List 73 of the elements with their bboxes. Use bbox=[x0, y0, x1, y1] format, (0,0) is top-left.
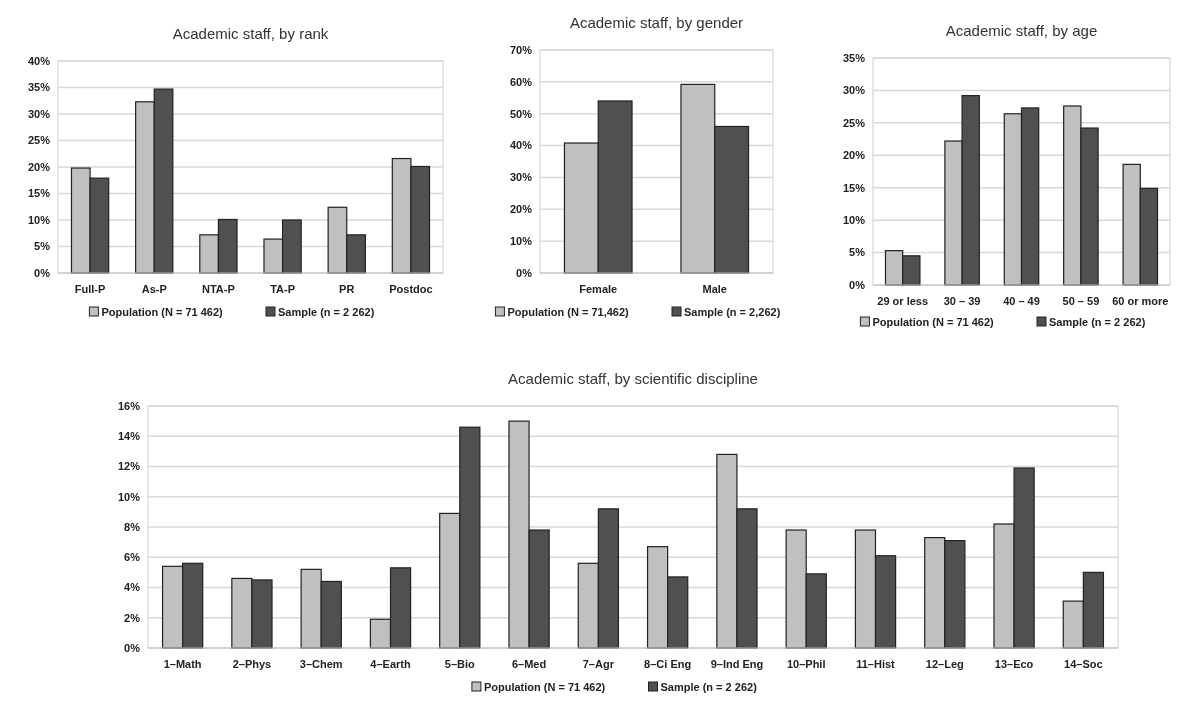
y-tick-label: 14% bbox=[117, 430, 141, 443]
x-tick-label: 40 – 49 bbox=[1003, 295, 1040, 307]
x-tick-label: 8–Ci Eng bbox=[644, 658, 692, 670]
y-tick-label: 10% bbox=[117, 490, 141, 503]
x-tick-label: NTA-P bbox=[202, 283, 235, 295]
y-tick-label: 15% bbox=[842, 181, 866, 194]
chart-title: Academic staff, by gender bbox=[569, 14, 744, 31]
chart-title: Academic staff, by scientific discipline bbox=[508, 370, 758, 387]
chart-title: Academic staff, by age bbox=[945, 22, 1098, 39]
x-tick-label: 11–Hist bbox=[856, 658, 896, 670]
y-tick-label: 35% bbox=[27, 81, 51, 94]
x-tick-label: 2–Phys bbox=[232, 658, 272, 670]
x-tick-label: As-P bbox=[141, 283, 167, 295]
y-tick-label: 2% bbox=[124, 611, 141, 624]
x-tick-label: 10–Phil bbox=[786, 658, 826, 670]
y-tick-label: 0% bbox=[34, 266, 51, 279]
x-tick-label: 9–Ind Eng bbox=[710, 658, 764, 670]
y-tick-label: 40% bbox=[27, 54, 51, 67]
y-tick-label: 8% bbox=[124, 520, 141, 533]
y-tick-label: 20% bbox=[842, 149, 866, 162]
chart-title: Academic staff, by rank bbox=[172, 25, 329, 42]
y-tick-label: 0% bbox=[124, 641, 141, 654]
y-tick-label: 15% bbox=[27, 187, 51, 200]
y-tick-label: 12% bbox=[117, 460, 141, 473]
x-tick-label: 6–Med bbox=[511, 658, 547, 670]
y-tick-label: 30% bbox=[842, 84, 866, 97]
legend-label: Population (N = 71 462) bbox=[872, 316, 995, 328]
y-tick-label: 30% bbox=[509, 171, 533, 184]
y-tick-label: 40% bbox=[509, 139, 533, 152]
x-tick-label: 12–Leg bbox=[925, 658, 964, 670]
legend-label: Population (N = 71 462) bbox=[483, 681, 606, 693]
y-tick-label: 50% bbox=[509, 107, 533, 120]
y-tick-label: 0% bbox=[516, 266, 533, 279]
y-tick-label: 25% bbox=[27, 134, 51, 147]
x-tick-label: 60 or more bbox=[1112, 295, 1169, 307]
x-tick-label: Postdoc bbox=[389, 283, 433, 295]
y-tick-label: 10% bbox=[842, 213, 866, 226]
x-tick-label: Full-P bbox=[74, 283, 106, 295]
legend-label: Sample (n = 2,262) bbox=[684, 306, 781, 318]
x-tick-label: 29 or less bbox=[877, 295, 929, 307]
x-tick-label: 5–Bio bbox=[444, 658, 476, 670]
y-tick-label: 4% bbox=[124, 581, 141, 594]
x-tick-label: 3–Chem bbox=[299, 658, 343, 670]
x-tick-label: 14–Soc bbox=[1064, 658, 1103, 670]
y-tick-label: 10% bbox=[509, 234, 533, 247]
x-tick-label: PR bbox=[339, 283, 355, 295]
y-tick-label: 70% bbox=[509, 43, 533, 56]
y-tick-label: 5% bbox=[849, 246, 866, 259]
y-tick-label: 5% bbox=[34, 240, 51, 253]
x-tick-label: Female bbox=[579, 283, 618, 295]
y-tick-label: 16% bbox=[117, 399, 141, 412]
y-tick-label: 6% bbox=[124, 551, 141, 564]
x-tick-label: 50 – 59 bbox=[1062, 295, 1100, 307]
y-tick-label: 0% bbox=[849, 278, 866, 291]
legend-label: Population (N = 71,462) bbox=[507, 306, 630, 318]
x-tick-label: TA-P bbox=[270, 283, 296, 295]
y-tick-label: 20% bbox=[509, 203, 533, 216]
y-tick-label: 25% bbox=[842, 116, 866, 129]
x-tick-label: 30 – 39 bbox=[943, 295, 981, 307]
y-tick-label: 20% bbox=[27, 160, 51, 173]
x-tick-label: 13–Eco bbox=[994, 658, 1034, 670]
legend-label: Sample (n = 2 262) bbox=[1049, 316, 1146, 328]
legend-label: Population (N = 71 462) bbox=[101, 306, 224, 318]
legend-label: Sample (n = 2 262) bbox=[660, 681, 758, 693]
x-tick-label: 7–Agr bbox=[582, 658, 615, 670]
y-tick-label: 10% bbox=[27, 213, 51, 226]
y-tick-label: 35% bbox=[842, 51, 866, 64]
legend-label: Sample (n = 2 262) bbox=[278, 306, 375, 318]
y-tick-label: 60% bbox=[509, 75, 533, 88]
y-tick-label: 30% bbox=[27, 107, 51, 120]
x-tick-label: Male bbox=[702, 283, 727, 295]
x-tick-label: 4–Earth bbox=[370, 658, 411, 670]
x-tick-label: 1–Math bbox=[163, 658, 202, 670]
